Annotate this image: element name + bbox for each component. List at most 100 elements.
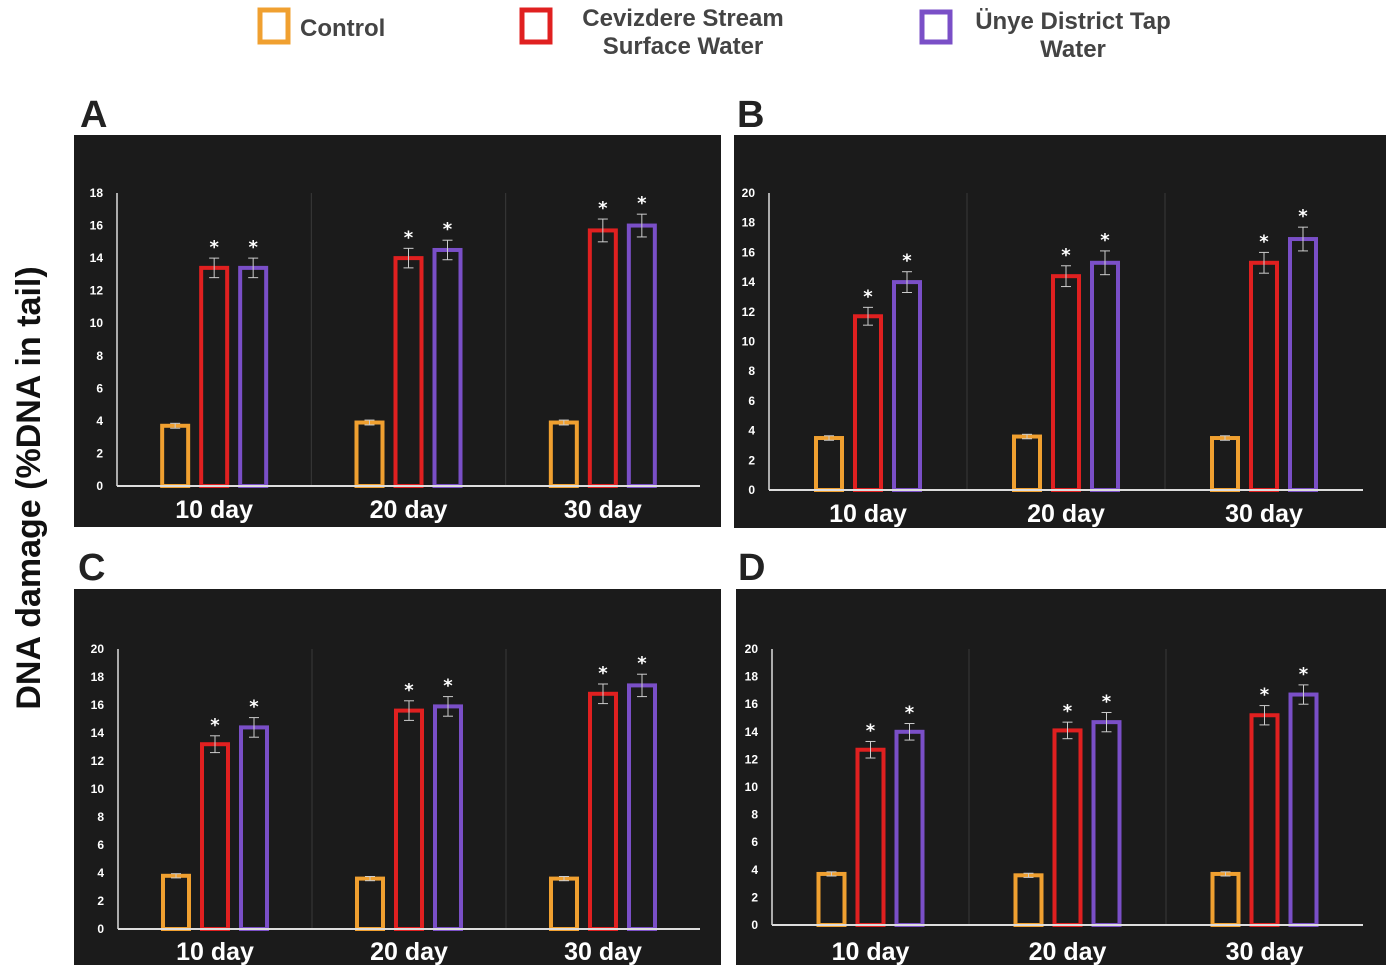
significance-star: *	[1259, 231, 1269, 252]
x-tick-label: 20 day	[370, 938, 448, 966]
significance-star: *	[443, 676, 453, 697]
significance-star: *	[637, 193, 647, 214]
y-tick-label: 18	[90, 186, 104, 200]
y-tick-label: 4	[97, 866, 104, 880]
legend-label-unye-line1: Ünye District Tap	[975, 8, 1171, 35]
y-tick-label: 14	[742, 275, 756, 289]
significance-star: *	[248, 237, 258, 258]
legend-swatch-cevizdere	[519, 7, 553, 45]
significance-star: *	[1298, 206, 1308, 227]
y-tick-label: 8	[748, 364, 755, 378]
significance-star: *	[1100, 230, 1110, 251]
significance-star: *	[902, 251, 912, 272]
y-tick-label: 8	[751, 808, 758, 822]
y-tick-label: 8	[96, 349, 103, 363]
x-tick-label: 30 day	[564, 496, 642, 524]
significance-star: *	[209, 237, 219, 258]
y-tick-label: 2	[96, 446, 103, 460]
y-tick-label: 6	[751, 835, 758, 849]
y-tick-label: 18	[745, 670, 759, 684]
significance-star: *	[598, 663, 608, 684]
x-tick-label: 20 day	[370, 496, 448, 524]
legend-label-cevizdere-line2: Surface Water	[603, 33, 764, 60]
y-tick-label: 6	[96, 381, 103, 395]
significance-star: *	[1061, 245, 1071, 266]
y-tick-label: 4	[751, 863, 758, 877]
y-tick-label: 8	[97, 810, 104, 824]
legend-item-cevizdere: Cevizdere Stream Surface Water	[519, 5, 784, 60]
chart-panel-b: 0 2 4 6 8 10 12 14 16 18 20 * * 10 day * * 20 day * * 30 da…	[734, 135, 1386, 528]
y-tick-label: 0	[751, 918, 758, 932]
legend-item-unye: Ünye District Tap Water	[919, 8, 1171, 63]
y-tick-label: 14	[745, 725, 759, 739]
chart-panel-c: 0 2 4 6 8 10 12 14 16 18 20 * * 10 day * * 20 day * * 30 da…	[74, 589, 721, 966]
y-tick-label: 10	[91, 782, 105, 796]
x-tick-label: 30 day	[564, 938, 642, 966]
y-tick-label: 16	[91, 698, 105, 712]
y-tick-label: 14	[90, 251, 104, 265]
significance-star: *	[1102, 691, 1112, 712]
y-tick-label: 16	[745, 697, 759, 711]
x-tick-label: 10 day	[176, 938, 254, 966]
y-tick-label: 14	[91, 726, 105, 740]
significance-star: *	[1299, 664, 1309, 685]
x-tick-label: 10 day	[175, 496, 253, 524]
legend-label-control: Control	[300, 15, 385, 42]
legend-item-control: Control	[257, 7, 385, 45]
y-tick-label: 12	[745, 752, 759, 766]
y-tick-label: 18	[91, 670, 105, 684]
significance-star: *	[598, 198, 608, 219]
significance-star: *	[404, 680, 414, 701]
significance-star: *	[210, 715, 220, 736]
significance-star: *	[866, 720, 876, 741]
y-tick-label: 12	[90, 284, 104, 298]
y-tick-label: 12	[91, 754, 105, 768]
y-tick-label: 2	[97, 894, 104, 908]
y-tick-label: 20	[745, 642, 759, 656]
y-tick-label: 4	[748, 424, 755, 438]
y-tick-label: 18	[742, 216, 756, 230]
y-tick-label: 16	[90, 219, 104, 233]
y-tick-label: 16	[742, 245, 756, 259]
legend-swatch-control	[257, 7, 291, 45]
y-tick-label: 10	[90, 316, 104, 330]
y-tick-label: 2	[751, 890, 758, 904]
y-tick-label: 0	[748, 483, 755, 497]
x-tick-label: 10 day	[832, 938, 910, 966]
significance-star: *	[905, 703, 915, 724]
chart-panel-d: 0 2 4 6 8 10 12 14 16 18 20 * * 10 day * * 20 day * * 30 da…	[736, 589, 1386, 966]
y-tick-label: 4	[96, 414, 103, 428]
y-tick-label: 10	[745, 780, 759, 794]
significance-star: *	[863, 286, 873, 307]
legend-label-unye-line2: Water	[1040, 36, 1106, 63]
significance-star: *	[404, 227, 414, 248]
legend: Control Cevizdere Stream Surface Water Ü…	[257, 5, 1171, 63]
y-tick-label: 2	[748, 453, 755, 467]
x-tick-label: 20 day	[1029, 938, 1107, 966]
y-tick-label: 12	[742, 305, 756, 319]
x-tick-label: 30 day	[1225, 500, 1303, 528]
legend-label-cevizdere-line1: Cevizdere Stream	[582, 5, 783, 32]
chart-panel-a: 0 2 4 6 8 10 12 14 16 18 * * 10 day * * 20 day * * 30 day	[74, 135, 721, 527]
panel-letter-a: A	[80, 94, 107, 136]
legend-swatch-unye	[919, 9, 953, 45]
significance-star: *	[637, 653, 647, 674]
y-tick-label: 20	[742, 186, 756, 200]
panel-letter-d: D	[738, 547, 765, 589]
y-tick-label: 20	[91, 642, 105, 656]
y-tick-label: 0	[96, 479, 103, 493]
significance-star: *	[1063, 701, 1073, 722]
significance-star: *	[1260, 685, 1270, 706]
panel-letter-c: C	[78, 547, 105, 589]
y-axis-label: DNA damage (%DNA in tail)	[10, 266, 48, 709]
y-tick-label: 6	[97, 838, 104, 852]
x-tick-label: 30 day	[1226, 938, 1304, 966]
significance-star: *	[249, 697, 259, 718]
x-tick-label: 20 day	[1027, 500, 1105, 528]
y-tick-label: 6	[748, 394, 755, 408]
panel-letter-b: B	[737, 94, 764, 136]
x-tick-label: 10 day	[829, 500, 907, 528]
y-tick-label: 10	[742, 335, 756, 349]
significance-star: *	[443, 219, 453, 240]
